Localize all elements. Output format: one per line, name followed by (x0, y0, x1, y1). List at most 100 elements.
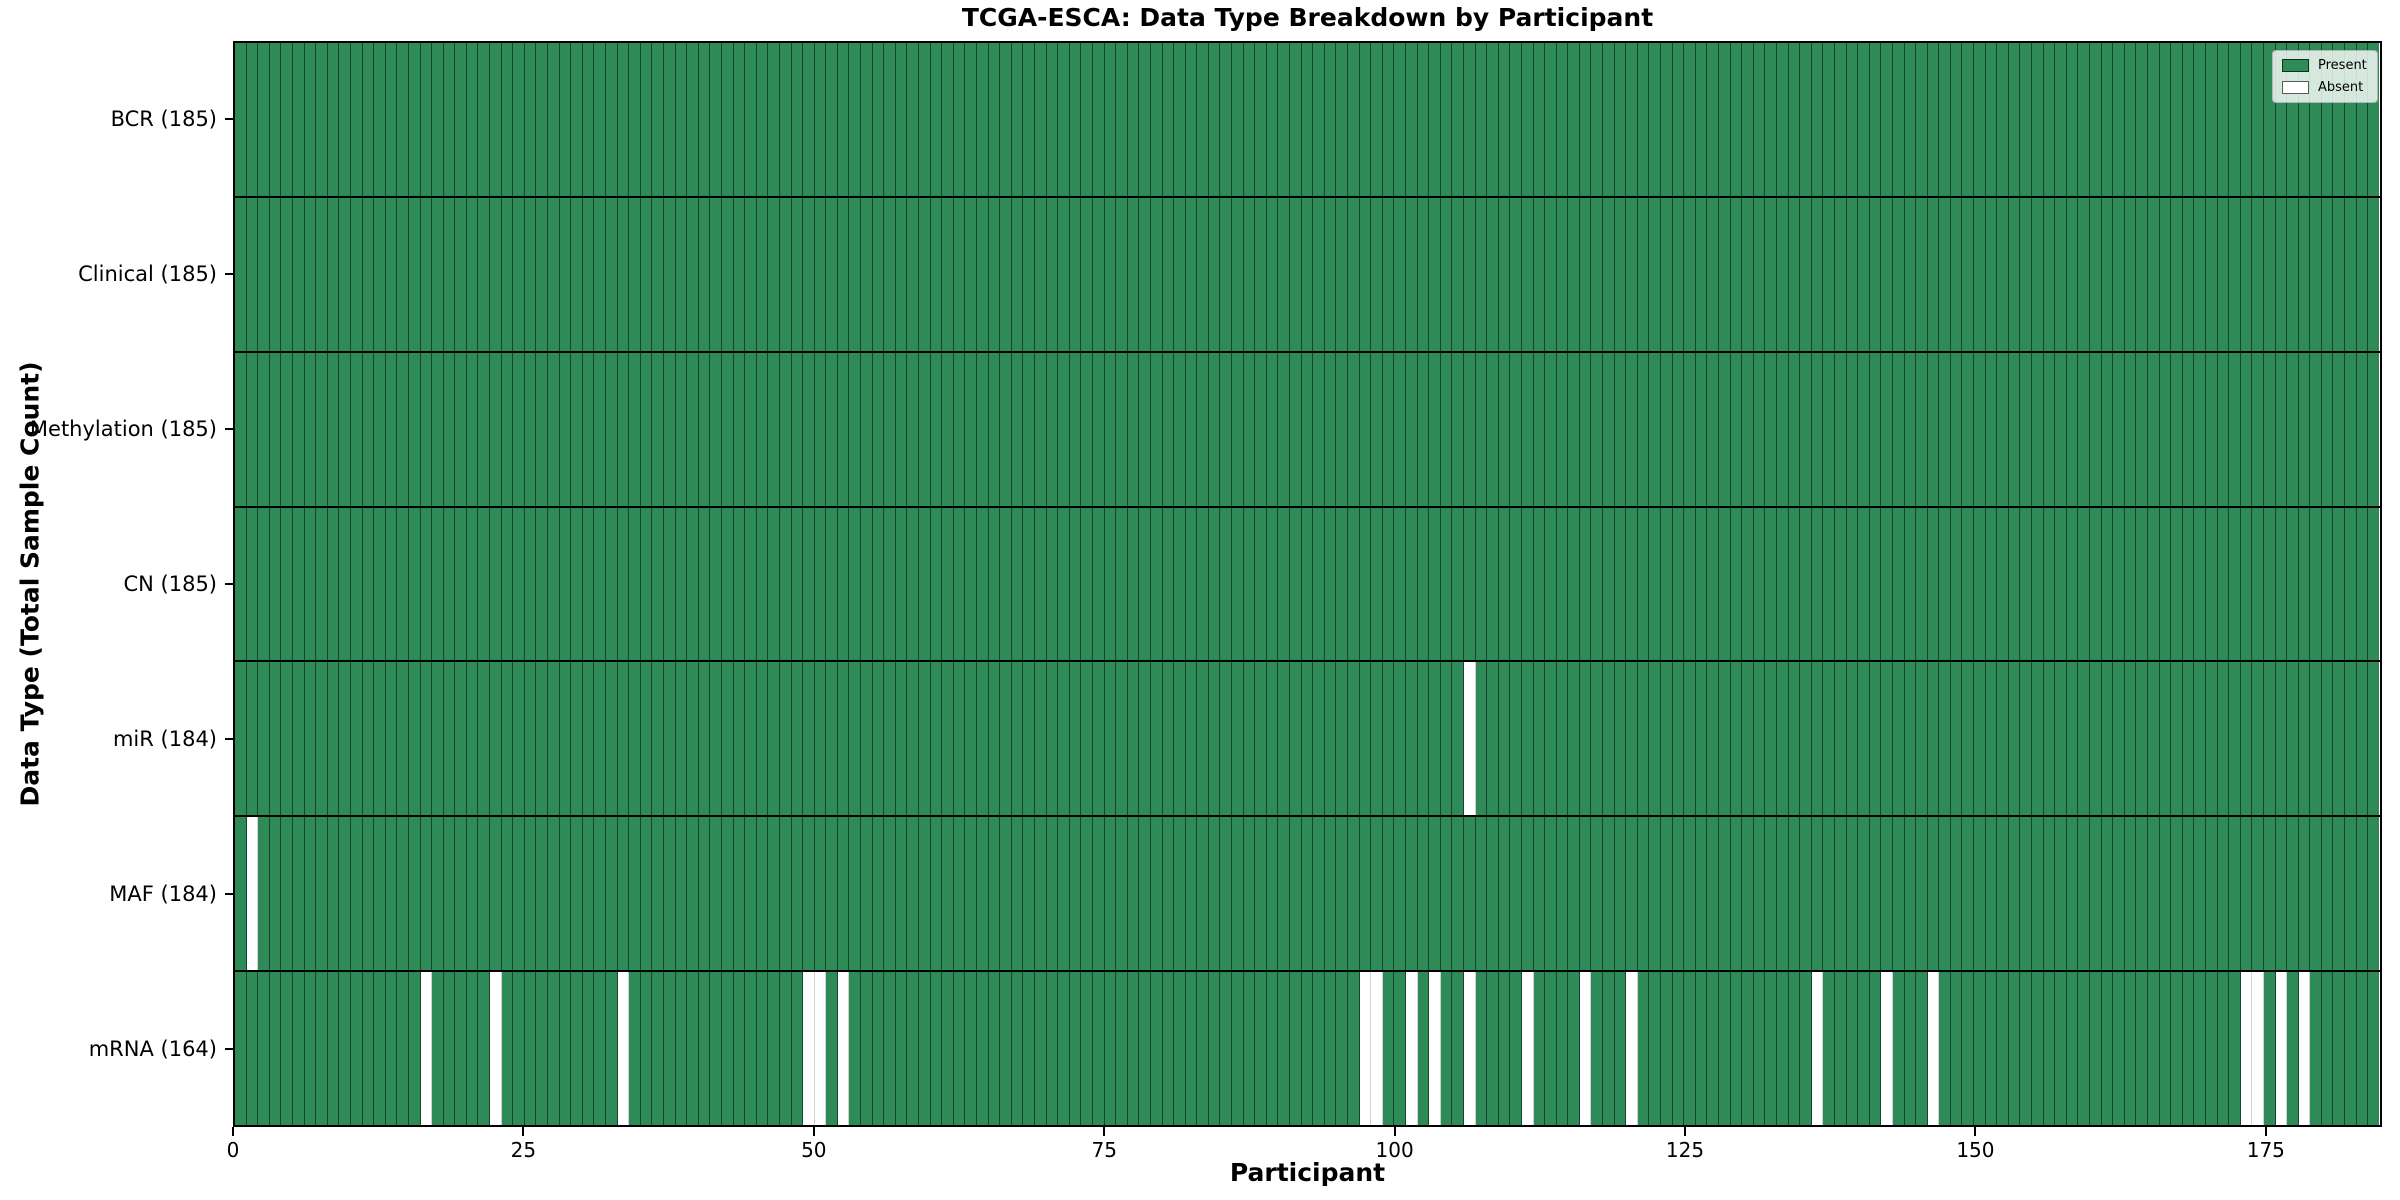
present-cell (2066, 352, 2079, 506)
present-cell (571, 507, 583, 661)
present-cell (582, 352, 595, 506)
present-cell (292, 352, 305, 506)
absent-cell (1429, 972, 1441, 1126)
present-cell (2090, 972, 2102, 1126)
present-cell (408, 662, 421, 816)
present-cell (281, 817, 293, 971)
present-cell (1811, 662, 1824, 816)
present-cell (629, 352, 641, 506)
present-cell (2078, 817, 2090, 971)
present-cell (2171, 507, 2183, 661)
present-cell (1058, 972, 1070, 1126)
present-cell (269, 817, 282, 971)
present-cell (1452, 662, 1464, 816)
present-cell (1800, 507, 1812, 661)
present-cell (814, 43, 827, 196)
present-cell (559, 662, 572, 816)
present-cell (1243, 197, 1256, 351)
present-cell (548, 972, 560, 1126)
present-cell (1162, 817, 1175, 971)
present-cell (1116, 43, 1128, 196)
xtick-mark (1684, 1127, 1687, 1136)
present-cell (1892, 507, 1905, 661)
present-cell (1475, 817, 1488, 971)
present-cell (1962, 197, 1975, 351)
present-cell (2020, 507, 2033, 661)
present-cell (1858, 972, 1870, 1126)
present-cell (1603, 662, 1615, 816)
present-cell (1127, 817, 1140, 971)
present-cell (849, 352, 862, 506)
present-cell (1336, 197, 1348, 351)
present-cell (2159, 352, 2172, 506)
present-cell (1104, 662, 1117, 816)
present-cell (2321, 507, 2334, 661)
present-cell (362, 662, 375, 816)
present-cell (1927, 352, 1940, 506)
present-cell (1962, 817, 1975, 971)
present-cell (1858, 507, 1870, 661)
present-cell (1440, 972, 1453, 1126)
present-cell (455, 662, 467, 816)
present-cell (478, 43, 491, 196)
present-cell (385, 662, 398, 816)
present-cell (1591, 197, 1604, 351)
present-cell (1672, 972, 1685, 1126)
present-cell (1069, 43, 1082, 196)
present-cell (1974, 352, 1986, 506)
present-cell (1139, 507, 1151, 661)
absent-cell (1405, 972, 1418, 1126)
present-cell (2205, 817, 2218, 971)
present-cell (1579, 817, 1592, 971)
present-cell (1869, 817, 1882, 971)
present-cell (1707, 197, 1719, 351)
present-cell (1603, 972, 1615, 1126)
present-cell (2078, 43, 2090, 196)
present-cell (1023, 43, 1035, 196)
present-cell (861, 43, 873, 196)
present-cell (2171, 43, 2183, 196)
present-cell (1776, 43, 1789, 196)
present-cell (1730, 972, 1743, 1126)
present-cell (1092, 507, 1105, 661)
present-cell (327, 662, 340, 816)
ytick-mir: miR (184) (0, 662, 233, 817)
present-cell (1197, 972, 1209, 1126)
present-cell (2124, 43, 2137, 196)
present-cell (895, 662, 908, 816)
present-cell (258, 352, 270, 506)
present-cell (942, 817, 954, 971)
present-cell (721, 507, 734, 661)
present-cell (1290, 352, 1302, 506)
present-cell (1185, 662, 1198, 816)
present-cell (559, 43, 572, 196)
present-cell (1776, 662, 1789, 816)
present-cell (1336, 507, 1348, 661)
present-cell (1475, 507, 1488, 661)
present-cell (350, 662, 363, 816)
present-cell (548, 662, 560, 816)
present-cell (1463, 43, 1476, 196)
present-cell (1034, 817, 1047, 971)
present-cell (1208, 352, 1221, 506)
present-cell (1359, 507, 1372, 661)
present-cell (2287, 507, 2299, 661)
present-cell (1034, 507, 1047, 661)
present-cell (2298, 352, 2311, 506)
present-cell (907, 507, 920, 661)
present-cell (1869, 507, 1882, 661)
present-cell (513, 817, 525, 971)
present-cell (2171, 352, 2183, 506)
present-cell (1208, 817, 1221, 971)
present-cell (1510, 972, 1522, 1126)
present-cell (2101, 817, 2114, 971)
present-cell (362, 352, 375, 506)
present-cell (2182, 662, 2195, 816)
present-cell (1545, 197, 1557, 351)
present-cell (1475, 972, 1488, 1126)
present-cell (756, 662, 769, 816)
present-cell (1046, 197, 1059, 351)
present-cell (1892, 352, 1905, 506)
present-cell (1637, 817, 1650, 971)
present-cell (2043, 197, 2056, 351)
